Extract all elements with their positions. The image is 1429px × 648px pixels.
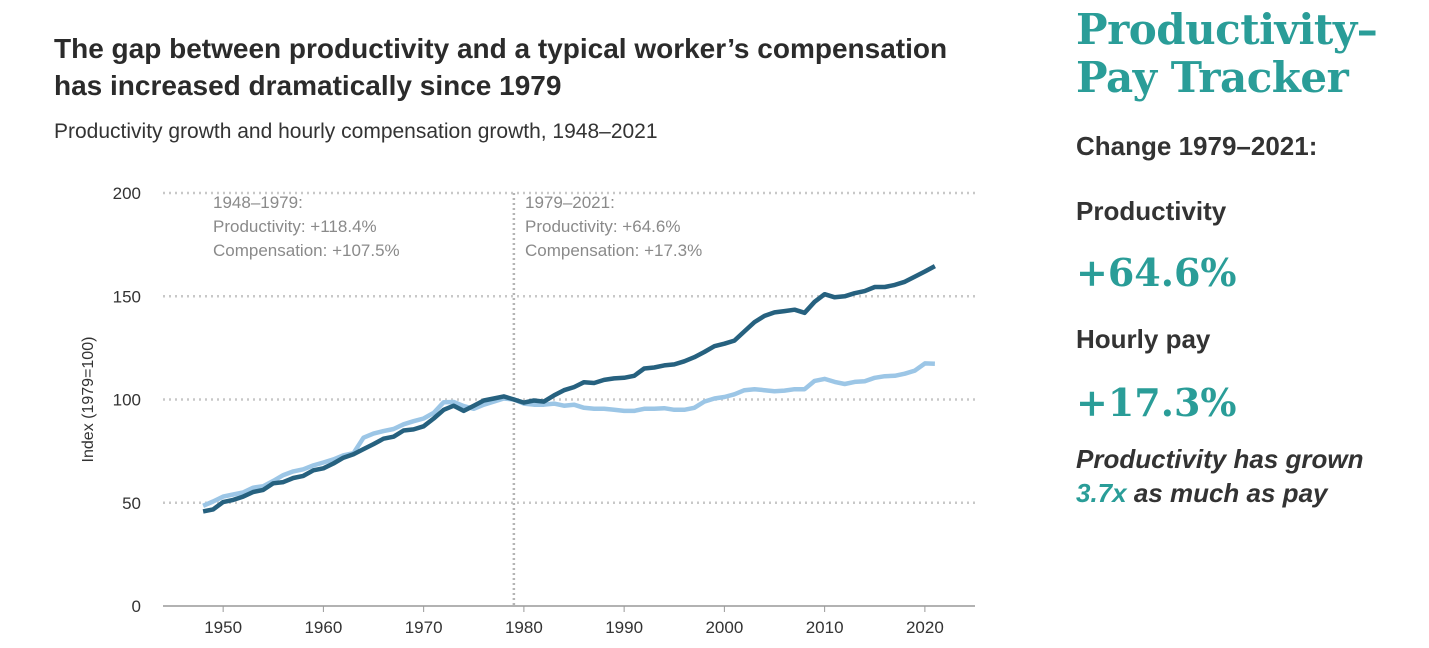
x-tick-label: 1960 bbox=[304, 618, 342, 637]
y-tick-label: 200 bbox=[113, 184, 141, 203]
hourly-pay-change-value: +17.3% bbox=[1076, 380, 1237, 425]
ratio-note: Productivity has grown 3.7x as much as p… bbox=[1076, 442, 1376, 510]
x-tick-label: 1980 bbox=[505, 618, 543, 637]
y-tick-label: 100 bbox=[113, 391, 141, 410]
x-tick-label: 1950 bbox=[204, 618, 242, 637]
annotation-line: Compensation: +17.3% bbox=[525, 241, 702, 260]
annotation-line: 1948–1979: bbox=[213, 193, 303, 212]
chart-title: The gap between productivity and a typic… bbox=[54, 33, 948, 101]
brand-line-2: Pay Tracker bbox=[1076, 53, 1349, 102]
x-tick-labels: 1950 1960 1970 1980 1990 2000 2010 2020 bbox=[204, 606, 944, 637]
line-chart: 0 50 100 150 200 1950 1960 1970 1980 1990 2000 201… bbox=[80, 184, 975, 637]
chart-subtitle: Productivity growth and hourly compensat… bbox=[54, 120, 658, 143]
y-axis-label: Index (1979=100) bbox=[80, 337, 97, 463]
tracker-brand-title: Productivity– Pay Tracker bbox=[1076, 6, 1416, 102]
productivity-series-line bbox=[202, 264, 936, 514]
annotation-line: Productivity: +64.6% bbox=[525, 217, 680, 236]
note-text-start: Productivity has grown bbox=[1076, 444, 1364, 474]
hourly-pay-label: Hourly pay bbox=[1076, 324, 1211, 354]
change-period-label: Change 1979–2021: bbox=[1076, 131, 1318, 161]
annotation-line: Compensation: +107.5% bbox=[213, 241, 400, 260]
x-tick-label: 2010 bbox=[806, 618, 844, 637]
productivity-change-value: +64.6% bbox=[1076, 250, 1237, 295]
productivity-label: Productivity bbox=[1076, 196, 1227, 226]
series-points bbox=[203, 266, 935, 512]
x-tick-label: 1990 bbox=[605, 618, 643, 637]
compensation-series-line bbox=[202, 361, 935, 508]
x-tick-label: 2000 bbox=[705, 618, 743, 637]
annotation-line: 1979–2021: bbox=[525, 193, 615, 212]
y-tick-label: 50 bbox=[122, 494, 141, 513]
annotation-line: Productivity: +118.4% bbox=[213, 217, 377, 236]
brand-line-1: Productivity– bbox=[1076, 5, 1378, 54]
x-tick-label: 2020 bbox=[906, 618, 944, 637]
x-tick-label: 1970 bbox=[405, 618, 443, 637]
y-tick-labels: 0 50 100 150 200 bbox=[113, 184, 141, 616]
grid-lines bbox=[163, 191, 975, 504]
period-annotations: 1948–1979: Productivity: +118.4% Compensat… bbox=[213, 193, 702, 260]
note-ratio-highlight: 3.7x bbox=[1076, 478, 1127, 508]
y-tick-label: 150 bbox=[113, 287, 141, 306]
y-tick-label: 0 bbox=[132, 597, 141, 616]
note-text-end: as much as pay bbox=[1126, 478, 1328, 508]
